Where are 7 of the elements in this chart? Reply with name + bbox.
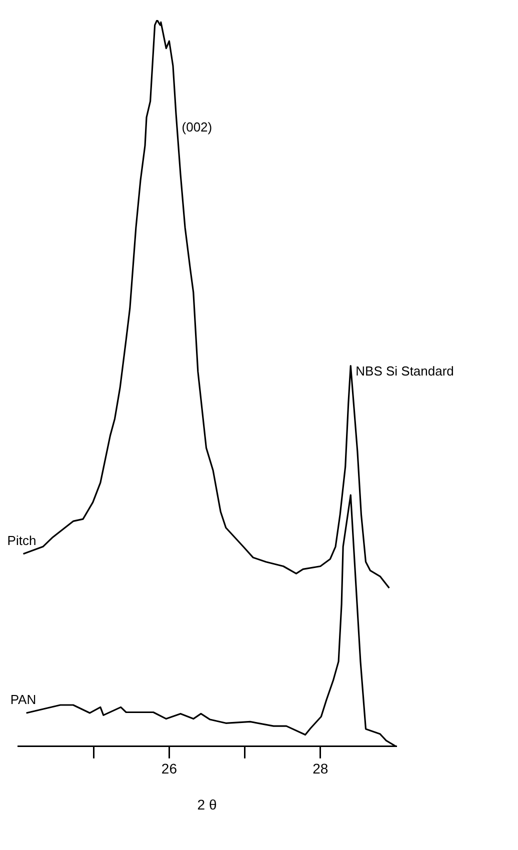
x-tick-label: 28 — [312, 760, 328, 777]
annotation: NBS Si Standard — [356, 363, 454, 378]
series-label: PAN — [10, 692, 36, 708]
annotation: (002) — [182, 119, 212, 134]
series-label: Pitch — [7, 532, 36, 548]
x-axis-title: 2 θ — [197, 796, 217, 812]
x-tick-label: 26 — [161, 760, 178, 777]
